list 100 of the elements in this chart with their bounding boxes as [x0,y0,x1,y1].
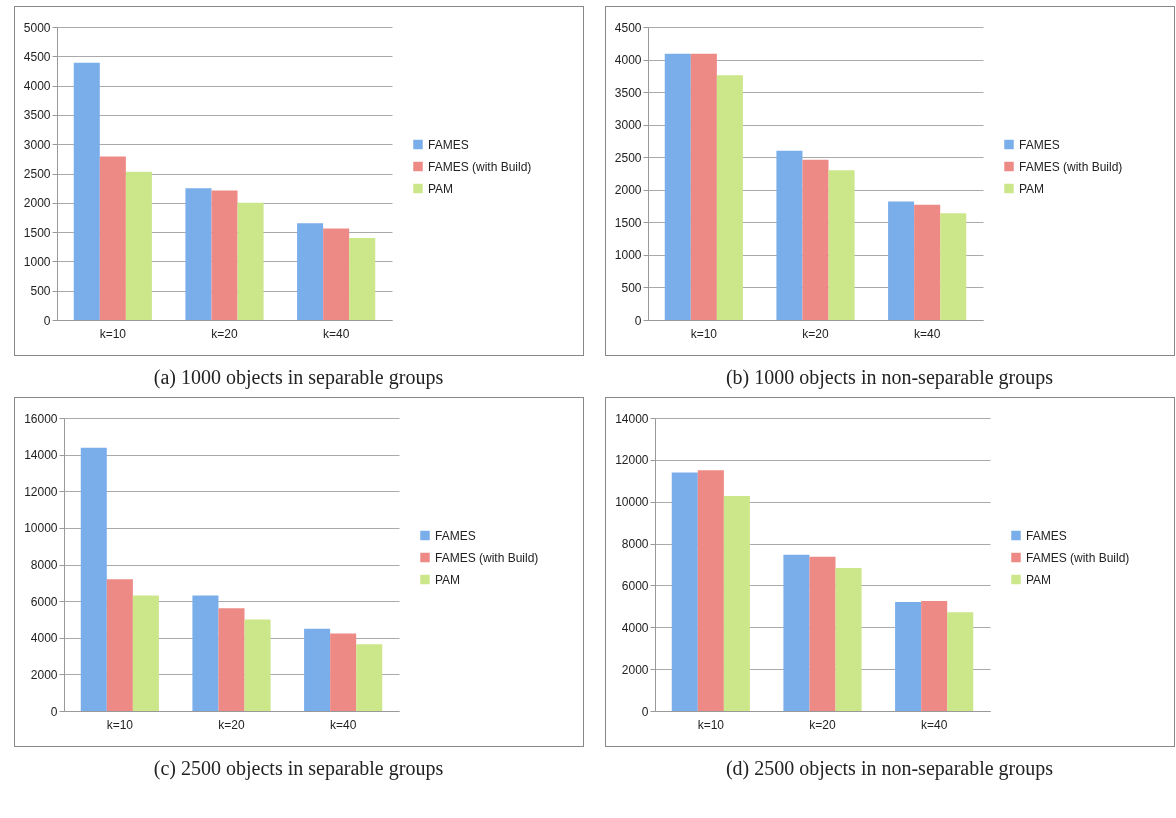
x-tick-label: k=10 [697,717,724,732]
y-tick-label: 0 [641,704,649,719]
legend-label: FAMES (with Build) [1025,550,1129,565]
bar [690,53,717,320]
text: (a) 1000 objects in separable groups [153,366,444,389]
y-tick-label: 12000 [23,484,58,499]
bar [808,556,836,711]
bar [913,204,940,320]
bar [697,470,724,711]
x-tick-label: k=20 [217,717,245,732]
text: (d) 2500 objects in non-separable groups [725,757,1054,780]
bar [99,156,126,320]
y-tick-label: 10000 [614,495,649,510]
y-tick-label: 12000 [614,453,649,468]
y-tick-label: 2000 [23,196,51,211]
x-tick-label: k=20 [801,326,829,341]
bar [184,188,211,320]
y-tick-label: 4500 [614,20,642,35]
bar [73,62,100,320]
y-tick-label: 14000 [23,448,58,463]
x-tick-label: k=40 [322,326,350,341]
y-tick-label: 3000 [23,137,51,152]
legend-label: FAMES [1025,528,1067,543]
y-tick-label: 0 [50,704,58,719]
bar [244,619,271,711]
y-tick-label: 0 [634,313,642,328]
legend-label: FAMES [1018,137,1060,152]
bar [887,201,914,320]
y-tick-label: 1500 [23,225,51,240]
legend-label: PAM [1025,572,1051,587]
bar [671,472,698,711]
y-tick-label: 4000 [621,620,649,635]
bar [782,554,809,711]
bar [217,608,245,711]
text: (c) 2500 objects in separable groups [153,757,444,780]
x-tick-label: k=10 [690,326,717,341]
y-tick-label: 500 [620,280,642,295]
x-tick-label: k=20 [210,326,238,341]
bar [723,496,750,711]
y-tick-label: 10000 [23,521,58,536]
bar [191,595,218,711]
y-tick-label: 1500 [614,215,642,230]
legend-label: FAMES (with Build) [427,159,531,174]
bar [296,223,323,320]
bar [801,159,829,320]
y-tick-label: 2000 [621,662,649,677]
legend-label: FAMES (with Build) [434,550,538,565]
legend-label: FAMES [434,528,476,543]
x-tick-label: k=10 [106,717,133,732]
bar [210,190,238,320]
y-tick-label: 5000 [23,20,51,35]
bar [835,568,862,711]
bar [920,600,947,711]
y-tick-label: 2500 [23,167,51,181]
bar [946,612,973,711]
x-tick-label: k=40 [920,717,948,732]
bar [303,628,330,711]
y-tick-label: 14000 [614,411,649,426]
bar [894,601,921,711]
y-tick-label: 4000 [30,631,58,646]
y-tick-label: 3500 [23,108,51,123]
y-tick-label: 0 [43,313,51,328]
bar [828,170,855,320]
y-tick-label: 4500 [23,49,51,64]
bar [329,633,356,711]
legend-label: FAMES (with Build) [1018,159,1122,174]
y-tick-label: 6000 [30,594,58,609]
bar [348,237,375,320]
y-tick-label: 8000 [621,537,649,552]
x-tick-label: k=20 [808,717,836,732]
bar [132,595,159,711]
x-tick-label: k=10 [99,326,126,341]
bar [80,447,107,711]
bar [355,644,382,711]
bar [716,75,743,320]
x-tick-label: k=40 [913,326,941,341]
y-tick-label: 2000 [30,667,58,682]
bar [125,171,152,320]
x-tick-label: k=40 [329,717,357,732]
bar [237,202,264,320]
y-tick-label: 2000 [614,183,642,198]
legend-label: PAM [1018,181,1044,196]
legend-label: FAMES [427,137,469,152]
bar [775,150,802,320]
y-tick-label: 500 [29,284,51,299]
y-tick-label: 3500 [614,85,642,100]
y-tick-label: 1000 [23,254,51,269]
y-tick-label: 4000 [23,79,51,94]
y-tick-label: 1000 [614,248,642,263]
text: (b) 1000 objects in non-separable groups [725,366,1054,389]
bar [664,53,691,320]
legend-label: PAM [434,572,460,587]
y-tick-label: 8000 [30,558,58,572]
bar [322,228,349,320]
y-tick-label: 6000 [621,578,649,593]
y-tick-label: 4000 [614,53,642,68]
y-tick-label: 16000 [23,411,58,426]
y-tick-label: 2500 [614,150,642,165]
bar [939,213,966,320]
y-tick-label: 3000 [614,118,642,133]
